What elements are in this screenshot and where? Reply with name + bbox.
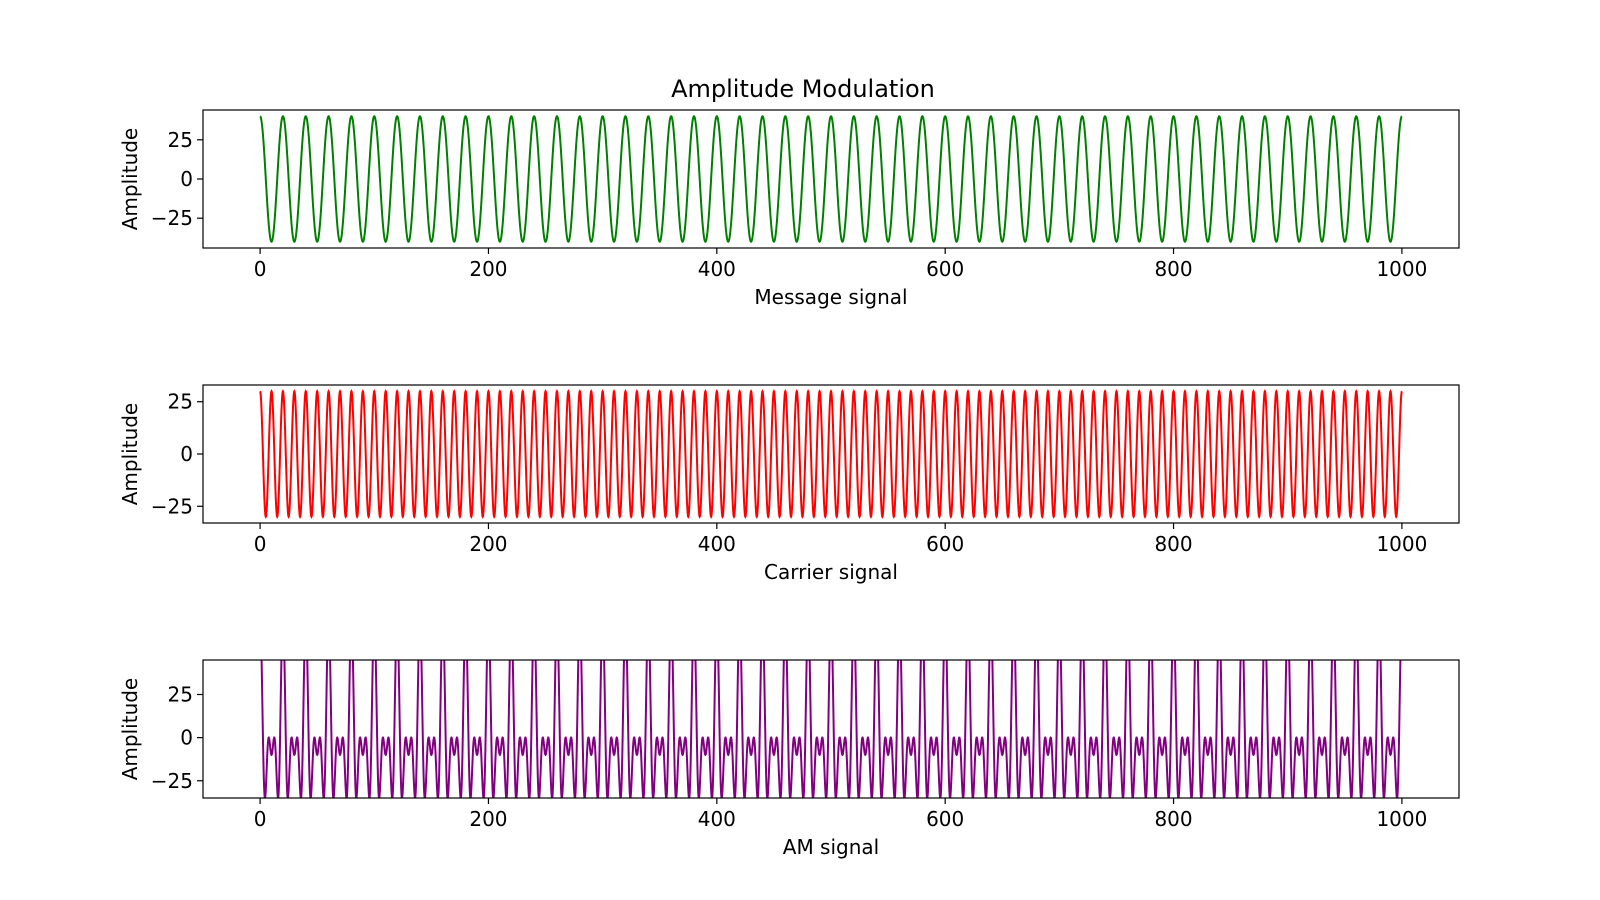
carrier-y-axis-label: Amplitude — [118, 403, 142, 506]
message-x-tick-label: 600 — [926, 257, 964, 281]
message-signal-line — [259, 115, 1403, 243]
am-y-tick-label: −25 — [151, 769, 193, 793]
carrier-y-tick-label: 25 — [168, 390, 193, 414]
message-x-tick-label: 200 — [469, 257, 507, 281]
message-y-axis-label: Amplitude — [118, 128, 142, 231]
message-signal-panel: 0 200 400 600 800 1000 −25 0 25 Message signal Amp… — [118, 109, 1460, 309]
carrier-signal-line — [259, 389, 1403, 519]
am-x-axis-label: AM signal — [783, 835, 879, 859]
am-x-tick-label: 0 — [254, 807, 267, 831]
am-x-tick-label: 200 — [469, 807, 507, 831]
carrier-x-tick-label: 600 — [926, 532, 964, 556]
carrier-y-tick-label: −25 — [151, 494, 193, 518]
carrier-x-tick-label: 200 — [469, 532, 507, 556]
message-x-tick-label: 1000 — [1376, 257, 1427, 281]
carrier-x-tick-label: 1000 — [1376, 532, 1427, 556]
carrier-x-tick-label: 800 — [1154, 532, 1192, 556]
message-y-tick-label: −25 — [151, 206, 193, 230]
am-x-tick-label: 600 — [926, 807, 964, 831]
am-x-tick-label: 800 — [1154, 807, 1192, 831]
am-x-tick-label: 1000 — [1376, 807, 1427, 831]
figure-title: Amplitude Modulation — [671, 75, 935, 103]
am-signal-line — [260, 660, 1402, 798]
message-x-tick-label: 800 — [1154, 257, 1192, 281]
message-y-tick-label: 25 — [168, 128, 193, 152]
am-signal-panel: 0 200 400 600 800 1000 −25 0 25 AM signal Amplitud… — [118, 659, 1460, 859]
am-axes-frame — [202, 659, 1460, 799]
message-y-tick-label: 0 — [180, 167, 193, 191]
am-y-tick-label: 0 — [180, 726, 193, 750]
am-y-axis-label: Amplitude — [118, 678, 142, 781]
message-x-tick-label: 400 — [698, 257, 736, 281]
carrier-x-tick-label: 0 — [254, 532, 267, 556]
message-x-tick-label: 0 — [254, 257, 267, 281]
carrier-x-axis-label: Carrier signal — [764, 560, 898, 584]
message-x-axis-label: Message signal — [754, 285, 907, 309]
am-x-tick-label: 400 — [698, 807, 736, 831]
carrier-y-tick-label: 0 — [180, 442, 193, 466]
am-y-tick-label: 25 — [168, 683, 193, 707]
carrier-signal-panel: 0 200 400 600 800 1000 −25 0 25 Carrier signal Amp… — [118, 384, 1460, 584]
carrier-x-tick-label: 400 — [698, 532, 736, 556]
